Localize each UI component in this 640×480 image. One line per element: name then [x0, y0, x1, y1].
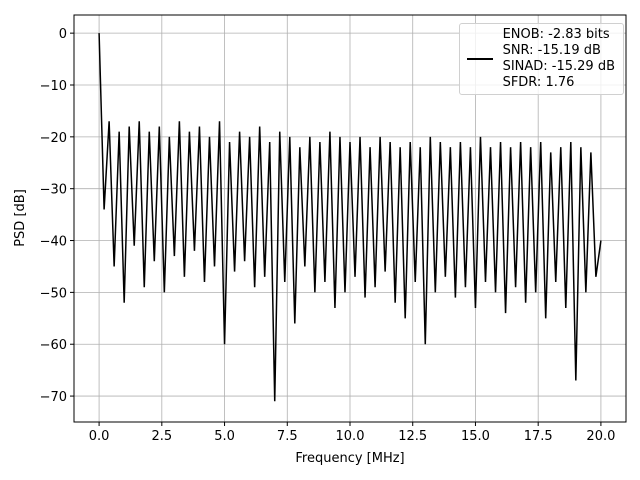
y-tick-label: −20	[40, 131, 67, 146]
x-tick-label: 0.0	[89, 429, 110, 444]
y-tick-label: −40	[40, 235, 67, 250]
x-tick-label: 7.5	[277, 429, 298, 444]
x-tick-label: 12.5	[398, 429, 427, 444]
x-tick-label: 5.0	[214, 429, 235, 444]
y-tick-label: −30	[40, 183, 67, 198]
legend: ENOB: -2.83 bits SNR: -15.19 dB SINAD: -…	[458, 23, 624, 95]
y-axis-label: PSD [dB]	[13, 189, 28, 247]
x-axis-label: Frequency [MHz]	[295, 451, 404, 466]
psd-line	[98, 33, 602, 402]
y-tick-label: −50	[40, 286, 67, 301]
x-tick-label: 10.0	[336, 429, 365, 444]
y-tick-label: 0	[59, 27, 67, 42]
y-tick-label: −60	[40, 338, 67, 353]
x-tick-label: 20.0	[586, 429, 615, 444]
y-tick-label: −70	[40, 390, 67, 405]
plot-frame	[73, 14, 627, 423]
y-tick-label: −10	[40, 79, 67, 94]
legend-label: ENOB: -2.83 bits SNR: -15.19 dB SINAD: -…	[502, 27, 615, 90]
x-tick-label: 15.0	[461, 429, 490, 444]
legend-swatch	[466, 58, 493, 60]
x-tick-label: 17.5	[524, 429, 553, 444]
x-tick-label: 2.5	[151, 429, 172, 444]
